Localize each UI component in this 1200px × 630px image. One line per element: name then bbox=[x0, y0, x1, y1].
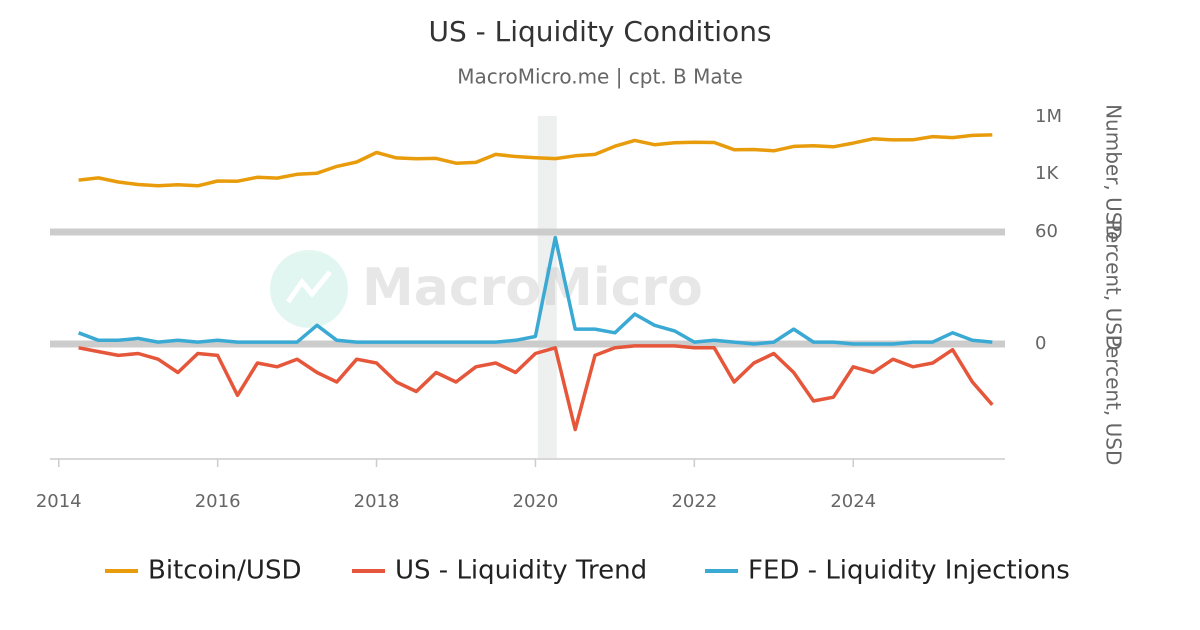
legend-label: FED - Liquidity Injections bbox=[748, 556, 1070, 586]
x-tick-label: 2022 bbox=[671, 491, 717, 512]
x-tick-label: 2020 bbox=[513, 491, 559, 512]
shaded-region bbox=[537, 116, 557, 458]
axis-title: Percent, USD bbox=[1102, 335, 1126, 466]
legend-item: FED - Liquidity Injections bbox=[705, 556, 1070, 586]
watermark-logo-line bbox=[285, 270, 332, 304]
y-tick-label: 60 bbox=[1035, 221, 1058, 242]
watermark-text: MacroMicro bbox=[362, 258, 703, 318]
x-tick-label: 2016 bbox=[195, 491, 241, 512]
watermark-logo bbox=[270, 250, 348, 328]
y-tick-label: 0 bbox=[1035, 333, 1046, 354]
x-tick-label: 2018 bbox=[354, 491, 400, 512]
x-tick-label: 2024 bbox=[830, 491, 876, 512]
x-tick-label: 2014 bbox=[36, 491, 82, 512]
legend-item: US - Liquidity Trend bbox=[352, 556, 647, 586]
series-line bbox=[78, 133, 993, 188]
series-line bbox=[78, 344, 994, 432]
legend-label: Bitcoin/USD bbox=[148, 556, 301, 586]
y-tick-label: 1K bbox=[1035, 163, 1059, 184]
chart-title: US - Liquidity Conditions bbox=[428, 15, 771, 48]
legend-label: US - Liquidity Trend bbox=[395, 556, 647, 586]
axis-title: Percent, USD bbox=[1102, 220, 1126, 351]
legend-item: Bitcoin/USD bbox=[105, 556, 301, 586]
watermark: MacroMicro bbox=[270, 250, 703, 328]
y-tick-label: 1M bbox=[1035, 106, 1062, 127]
axis-title: Number, USD bbox=[1102, 104, 1126, 240]
series-line bbox=[77, 235, 993, 346]
chart-subtitle: MacroMicro.me | cpt. B Mate bbox=[457, 65, 743, 89]
